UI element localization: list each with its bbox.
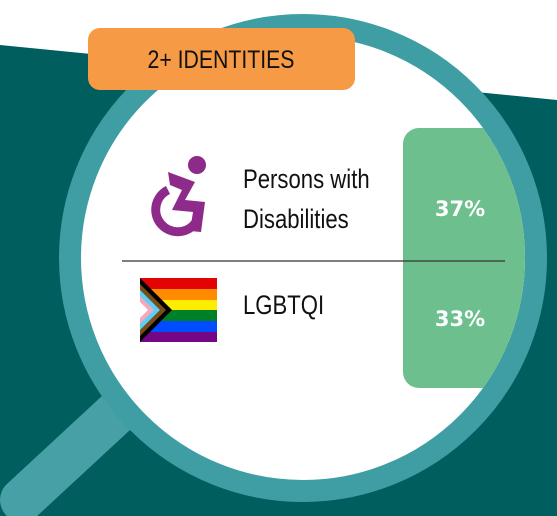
- row-value: 33%: [435, 307, 485, 331]
- title: 2+ IDENTITIES: [148, 45, 295, 73]
- row-label: LGBTQI: [243, 291, 324, 321]
- magnifier-handle: [0, 378, 152, 516]
- row-value: 37%: [435, 197, 485, 221]
- title-badge: [88, 28, 355, 90]
- wheelchair-icon: [151, 156, 206, 237]
- pride-flag: [140, 278, 217, 342]
- row-label: Disabilities: [243, 205, 349, 235]
- value-panel: [403, 128, 525, 388]
- row-label: Persons with: [243, 165, 370, 195]
